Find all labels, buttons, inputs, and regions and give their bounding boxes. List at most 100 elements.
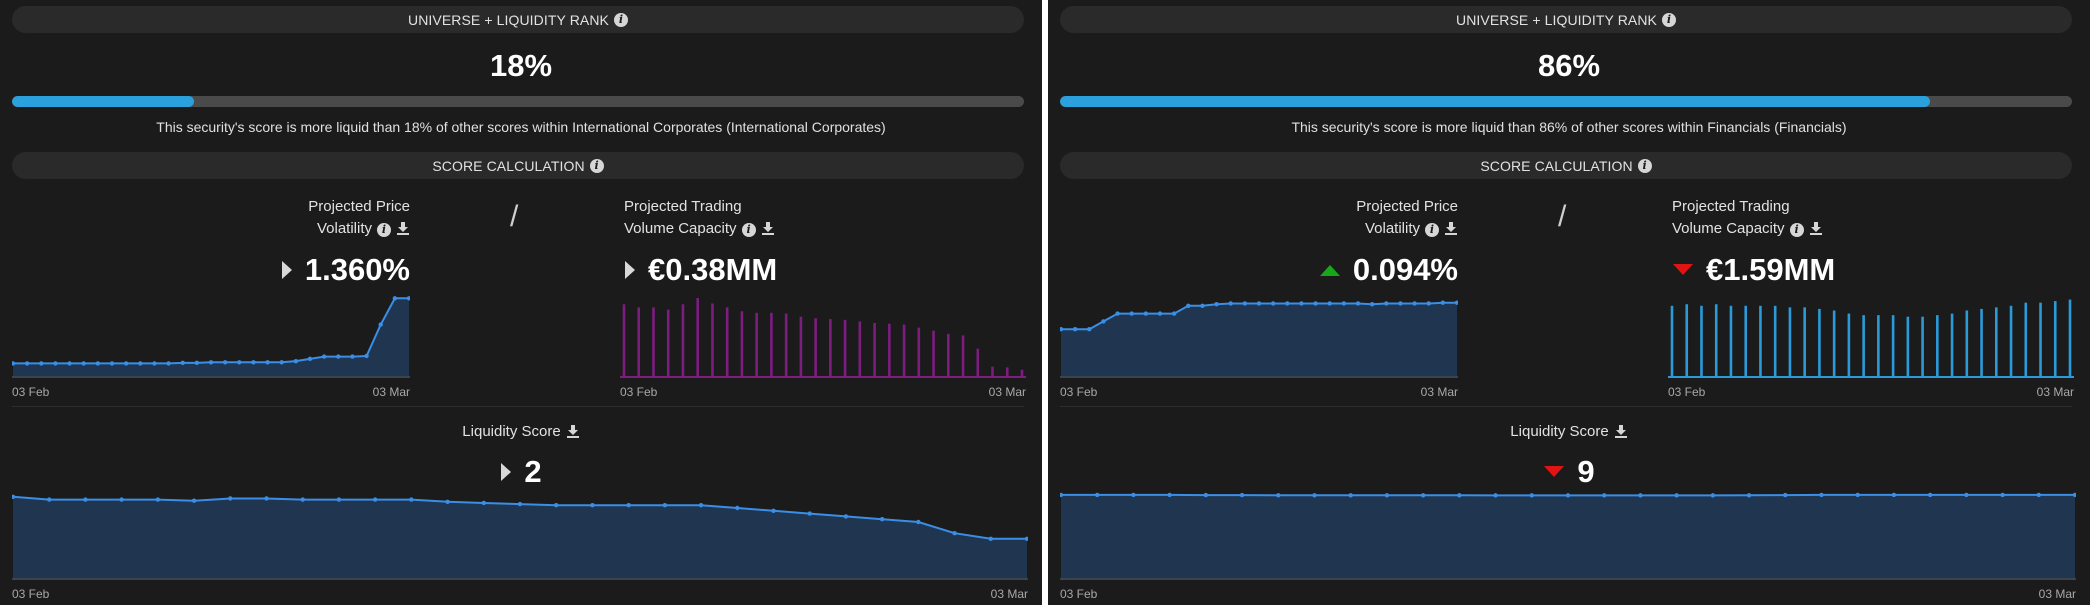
info-icon[interactable]: i bbox=[1789, 223, 1804, 237]
data-point bbox=[1348, 493, 1353, 498]
download-icon[interactable] bbox=[396, 221, 410, 235]
data-point bbox=[554, 503, 559, 508]
data-point bbox=[1129, 311, 1134, 316]
data-point bbox=[1602, 493, 1607, 498]
data-point bbox=[53, 361, 58, 366]
rank-description: This security's score is more liquid tha… bbox=[1291, 119, 1847, 135]
trend-neutral-icon bbox=[501, 463, 512, 481]
liquidity-score-label: Liquidity Score bbox=[0, 423, 1042, 440]
data-point bbox=[1276, 493, 1281, 498]
volume-bar bbox=[1670, 305, 1674, 376]
volume-bar bbox=[1803, 307, 1806, 376]
area-fill bbox=[13, 298, 409, 376]
rank-progress-fill bbox=[12, 96, 195, 107]
price-volatility-label: Projected Price Volatility i bbox=[308, 198, 410, 237]
data-point bbox=[307, 356, 313, 362]
data-point bbox=[12, 494, 16, 499]
data-point bbox=[208, 360, 214, 365]
info-icon[interactable]: i bbox=[377, 223, 391, 237]
info-icon[interactable]: i bbox=[741, 223, 756, 237]
data-point bbox=[952, 531, 957, 536]
data-point bbox=[1270, 301, 1276, 306]
data-point bbox=[735, 505, 740, 511]
data-point bbox=[265, 360, 270, 365]
download-icon[interactable] bbox=[1444, 221, 1458, 235]
data-point bbox=[1355, 301, 1361, 306]
area-fill bbox=[13, 496, 1027, 578]
info-icon[interactable]: i bbox=[589, 158, 604, 173]
data-point bbox=[1384, 301, 1389, 306]
liquidity-score-label: Liquidity Score bbox=[1048, 423, 2090, 440]
data-point bbox=[481, 500, 486, 506]
data-point bbox=[47, 497, 52, 502]
volume-bar bbox=[1788, 307, 1792, 376]
volume-bar bbox=[2024, 302, 2028, 376]
download-icon[interactable] bbox=[566, 424, 580, 438]
liquidity-score-value: 9 bbox=[1048, 454, 2090, 490]
volume-bar bbox=[1685, 304, 1689, 376]
data-point bbox=[1440, 300, 1446, 305]
data-point bbox=[1412, 301, 1417, 306]
data-point bbox=[1101, 319, 1106, 324]
data-point bbox=[1493, 493, 1498, 498]
volume-bar bbox=[755, 312, 758, 376]
data-point bbox=[1457, 493, 1462, 498]
data-point bbox=[1242, 301, 1248, 306]
volume-bar bbox=[917, 327, 921, 376]
x-axis-end-label: 03 Mar bbox=[989, 385, 1026, 398]
rank-header: UNIVERSE + LIQUIDITY RANK i bbox=[12, 6, 1024, 33]
data-point bbox=[1186, 303, 1191, 308]
data-point bbox=[406, 296, 410, 301]
volume-bar bbox=[1744, 305, 1748, 376]
data-point bbox=[119, 497, 124, 502]
volume-bar bbox=[1877, 315, 1880, 376]
data-point bbox=[698, 503, 704, 508]
data-point bbox=[1256, 301, 1262, 306]
download-icon[interactable] bbox=[1614, 424, 1628, 438]
x-axis-end-label: 03 Mar bbox=[1421, 385, 1458, 398]
volume-bar bbox=[725, 307, 729, 376]
data-point bbox=[1710, 493, 1716, 498]
data-point bbox=[1143, 311, 1149, 316]
trading-volume-label: Projected Trading Volume Capacity i bbox=[1672, 196, 1823, 240]
volume-bar bbox=[843, 319, 847, 376]
x-axis-start-label: 03 Feb bbox=[12, 385, 50, 398]
data-point bbox=[1299, 301, 1304, 306]
volume-bar bbox=[902, 324, 906, 376]
volume-bar bbox=[946, 333, 950, 376]
rank-value: 86% bbox=[1537, 48, 1601, 83]
data-point bbox=[152, 361, 157, 366]
volume-bar bbox=[1700, 305, 1703, 376]
volume-bar bbox=[696, 298, 700, 376]
data-point bbox=[1115, 311, 1120, 316]
x-axis-start-label: 03 Feb bbox=[1668, 385, 1706, 398]
data-point bbox=[2000, 492, 2005, 498]
volume-bar bbox=[770, 312, 773, 376]
info-icon[interactable]: i bbox=[1662, 12, 1676, 27]
data-point bbox=[378, 322, 383, 327]
rank-progress-bar bbox=[1060, 96, 2072, 107]
download-icon[interactable] bbox=[1809, 221, 1823, 235]
data-point bbox=[1529, 493, 1534, 498]
data-point bbox=[807, 511, 812, 516]
data-point bbox=[166, 361, 171, 366]
download-icon[interactable] bbox=[761, 221, 775, 235]
score-calculation-header: SCORE CALCULATION i bbox=[1060, 152, 2072, 179]
data-point bbox=[364, 353, 369, 359]
data-point bbox=[1746, 493, 1752, 498]
volume-bar bbox=[1862, 315, 1865, 376]
info-icon[interactable]: i bbox=[1637, 158, 1652, 173]
volume-bar bbox=[858, 321, 862, 376]
data-point bbox=[1855, 492, 1860, 498]
data-point bbox=[279, 360, 284, 365]
data-point bbox=[336, 354, 341, 359]
data-point bbox=[988, 536, 993, 541]
info-icon[interactable]: i bbox=[614, 12, 628, 27]
info-icon[interactable]: i bbox=[1425, 223, 1439, 237]
volume-bar bbox=[814, 318, 817, 376]
data-point bbox=[24, 361, 30, 366]
area-fill bbox=[1061, 302, 1457, 376]
data-point bbox=[1420, 493, 1426, 498]
data-point bbox=[350, 354, 355, 359]
data-point bbox=[1426, 301, 1431, 306]
